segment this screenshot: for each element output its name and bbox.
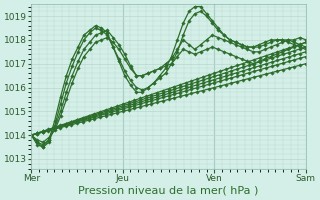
X-axis label: Pression niveau de la mer( hPa ): Pression niveau de la mer( hPa ) bbox=[78, 186, 259, 196]
